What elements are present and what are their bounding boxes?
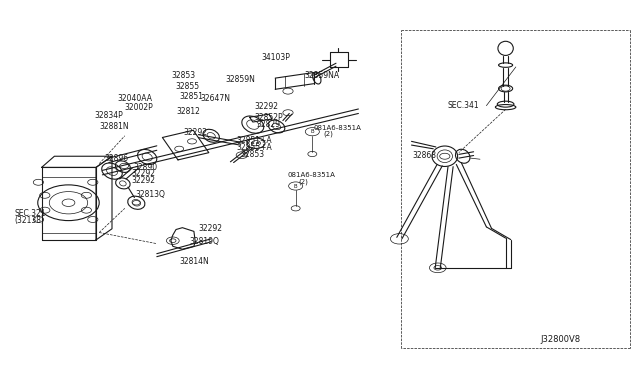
Text: 32851: 32851 <box>179 92 204 101</box>
Text: 32813Q: 32813Q <box>136 190 166 199</box>
Text: 32829: 32829 <box>257 121 280 129</box>
Text: 081A6-8351A: 081A6-8351A <box>314 125 362 131</box>
Text: 32890: 32890 <box>133 163 157 171</box>
Text: 32040AA: 32040AA <box>117 94 152 103</box>
Text: 32896: 32896 <box>104 154 129 163</box>
Text: 32855: 32855 <box>175 82 200 91</box>
Text: J32800V8: J32800V8 <box>541 335 581 344</box>
Text: 32647N: 32647N <box>200 94 230 103</box>
Text: 32292: 32292 <box>198 224 223 233</box>
Text: 32812: 32812 <box>177 107 200 116</box>
Text: B: B <box>294 183 298 189</box>
Text: (2): (2) <box>298 178 308 185</box>
Text: 32868: 32868 <box>412 151 436 160</box>
Text: 34103P: 34103P <box>261 53 290 62</box>
Text: B: B <box>310 129 314 134</box>
Text: 32292: 32292 <box>131 169 155 178</box>
Text: 32292: 32292 <box>131 176 155 185</box>
Text: 32859NA: 32859NA <box>305 71 340 80</box>
Text: 32859N: 32859N <box>225 76 255 84</box>
Text: 32853: 32853 <box>172 71 196 80</box>
Text: (32138): (32138) <box>14 216 44 225</box>
Text: 32852P: 32852P <box>255 113 284 122</box>
Text: SEC.321: SEC.321 <box>14 209 45 218</box>
Text: 32002P: 32002P <box>125 103 154 112</box>
Text: SEC.341: SEC.341 <box>448 101 479 110</box>
Text: 32814N: 32814N <box>179 257 209 266</box>
Text: 32855+A: 32855+A <box>237 143 273 152</box>
Text: (2): (2) <box>324 131 333 137</box>
Text: 081A6-8351A: 081A6-8351A <box>288 172 336 178</box>
Text: 32881N: 32881N <box>99 122 129 131</box>
Text: 32292: 32292 <box>254 102 278 111</box>
Text: 32853: 32853 <box>241 150 265 158</box>
Text: 32851+A: 32851+A <box>237 136 273 145</box>
Text: 32834P: 32834P <box>95 111 124 120</box>
Text: 32292: 32292 <box>183 128 207 137</box>
Text: 32819Q: 32819Q <box>189 237 220 246</box>
